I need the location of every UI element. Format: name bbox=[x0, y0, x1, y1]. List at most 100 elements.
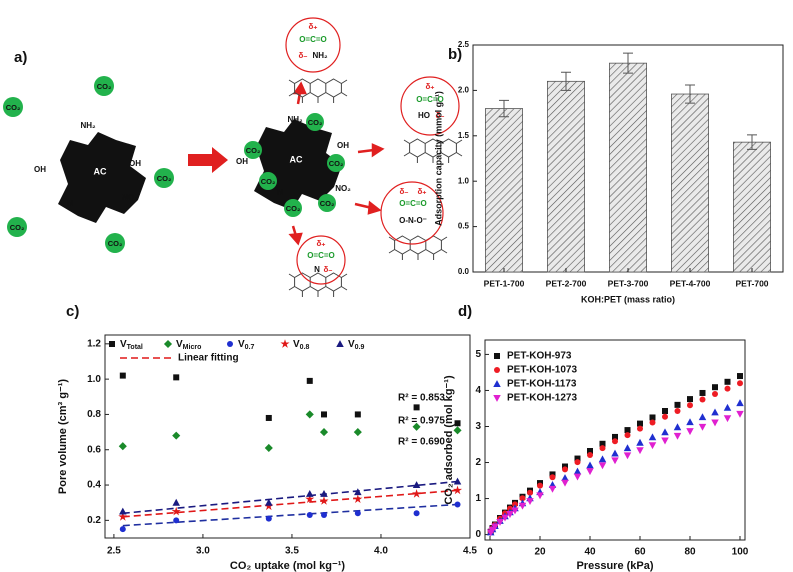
y-tick-label: 2.0 bbox=[458, 86, 470, 95]
x-axis-title: KOH:PET (mass ratio) bbox=[581, 294, 675, 304]
series bbox=[487, 410, 744, 537]
co2-bubble bbox=[105, 233, 125, 253]
marker bbox=[354, 488, 362, 496]
marker bbox=[173, 374, 180, 381]
marker bbox=[649, 414, 656, 421]
y-tick-label: 2 bbox=[475, 457, 481, 468]
marker bbox=[573, 467, 582, 475]
x-tick-label: PET-700 bbox=[735, 278, 768, 288]
group-label: OH bbox=[129, 159, 141, 168]
x-tick-label: 20 bbox=[534, 547, 546, 558]
error-bar bbox=[747, 134, 757, 150]
legend-marker bbox=[494, 367, 500, 373]
red-circle bbox=[296, 235, 346, 285]
marker bbox=[662, 413, 668, 420]
legend-marker bbox=[494, 353, 500, 359]
x-tick-label: 2.5 bbox=[107, 546, 121, 557]
legend-label: V0.9 bbox=[348, 339, 365, 351]
marker bbox=[587, 451, 593, 458]
legend-label: Linear fitting bbox=[178, 353, 239, 364]
legend-marker bbox=[227, 341, 233, 347]
marker bbox=[118, 442, 127, 451]
marker bbox=[599, 445, 606, 452]
legend-name: V bbox=[348, 339, 355, 350]
marker bbox=[319, 428, 329, 437]
plot-frame bbox=[104, 334, 471, 539]
legend-marker bbox=[109, 341, 115, 347]
co2-formula: O=C=O bbox=[307, 251, 335, 260]
legend-name: V bbox=[293, 339, 300, 350]
panel-label: a) bbox=[14, 49, 27, 66]
x-tick-label: PET-4-700 bbox=[670, 278, 711, 288]
y-axis-title: Pore volume (cm³ g⁻¹) bbox=[57, 379, 69, 495]
marker bbox=[611, 457, 619, 465]
marker bbox=[637, 420, 643, 427]
group-label: OH bbox=[236, 157, 248, 166]
y-tick-label: 0.5 bbox=[458, 222, 470, 231]
series bbox=[118, 410, 462, 453]
legend-marker bbox=[280, 339, 290, 348]
marker bbox=[172, 431, 181, 440]
marker bbox=[353, 494, 363, 504]
marker bbox=[171, 506, 181, 516]
marker bbox=[624, 427, 631, 434]
x-tick-label: 0 bbox=[487, 547, 493, 558]
marker bbox=[723, 403, 732, 411]
legend-subscript: Total bbox=[127, 344, 143, 351]
group-label: OH bbox=[337, 141, 349, 150]
legend-subscript: Micro bbox=[183, 344, 202, 351]
y-tick-label: 0.6 bbox=[87, 444, 101, 455]
co2-label: CO₂ bbox=[6, 103, 21, 112]
bar bbox=[547, 80, 586, 273]
marker bbox=[491, 523, 499, 531]
x-tick-label: PET-2-700 bbox=[546, 278, 587, 288]
group-label: OH bbox=[34, 165, 46, 174]
x-tick-label: 3.0 bbox=[196, 546, 210, 557]
error-bar bbox=[561, 71, 571, 91]
legend-name: V bbox=[120, 339, 127, 350]
marker bbox=[354, 510, 361, 517]
delta-label: δ₊ bbox=[308, 22, 317, 31]
marker bbox=[454, 420, 461, 427]
marker bbox=[624, 432, 631, 439]
x-tick-label: 60 bbox=[634, 547, 646, 558]
x-tick-label: 80 bbox=[684, 547, 696, 558]
marker bbox=[506, 511, 514, 518]
marker bbox=[453, 477, 462, 485]
marker bbox=[264, 443, 273, 453]
marker bbox=[412, 481, 421, 489]
delta-label: δ₊ bbox=[417, 187, 426, 196]
arrow-head bbox=[292, 81, 307, 95]
marker bbox=[673, 432, 682, 440]
x-axis-title: CO₂ uptake (mol kg⁻¹) bbox=[230, 560, 346, 572]
marker bbox=[454, 501, 461, 508]
marker bbox=[712, 384, 718, 391]
y-tick-label: 2.5 bbox=[458, 40, 470, 49]
marker bbox=[536, 492, 544, 500]
legend-marker bbox=[163, 339, 173, 349]
marker bbox=[711, 408, 719, 416]
marker bbox=[305, 494, 315, 504]
marker bbox=[512, 501, 518, 508]
x-tick-label: PET-1-700 bbox=[484, 278, 525, 288]
marker bbox=[412, 489, 422, 498]
marker bbox=[501, 514, 509, 522]
y-tick-label: 0.2 bbox=[87, 515, 101, 526]
legend-marker bbox=[493, 380, 501, 387]
marker bbox=[537, 482, 543, 489]
marker bbox=[172, 498, 180, 506]
marker bbox=[598, 462, 607, 470]
marker bbox=[549, 474, 556, 481]
marker bbox=[519, 495, 526, 502]
marker bbox=[623, 452, 632, 460]
co2-formula: O=C=O bbox=[416, 95, 444, 104]
marker bbox=[586, 468, 594, 476]
co2-bubble bbox=[3, 97, 23, 117]
y-tick-label: 1 bbox=[475, 493, 481, 504]
delta-label: δ₋ bbox=[298, 51, 307, 60]
group-label: NH₂ bbox=[287, 115, 303, 124]
marker bbox=[305, 410, 314, 419]
marker bbox=[526, 498, 534, 505]
group-label: HO bbox=[418, 111, 430, 120]
red-circle bbox=[400, 76, 460, 136]
